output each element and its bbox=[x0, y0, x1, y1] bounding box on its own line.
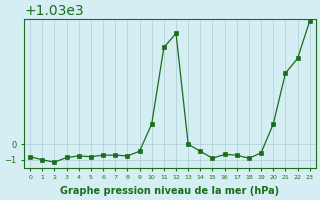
X-axis label: Graphe pression niveau de la mer (hPa): Graphe pression niveau de la mer (hPa) bbox=[60, 186, 279, 196]
